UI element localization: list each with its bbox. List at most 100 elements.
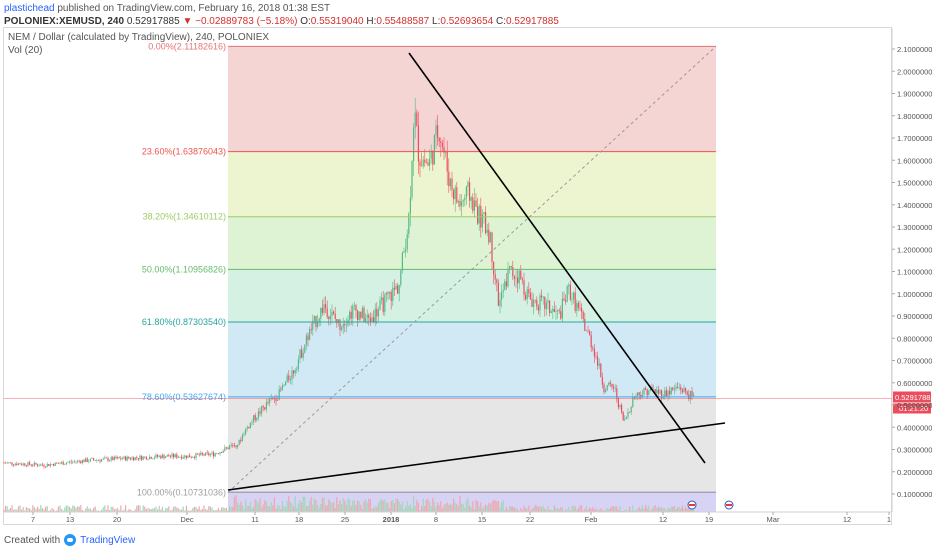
volume-bar <box>117 507 119 512</box>
event-icons <box>687 500 734 510</box>
candle-body <box>125 456 127 461</box>
volume-bar <box>390 500 392 512</box>
volume-bar <box>401 501 403 512</box>
volume-bar <box>198 506 200 512</box>
volume-bar <box>649 510 651 512</box>
volume-bar <box>205 509 207 512</box>
volume-bar <box>501 502 503 512</box>
volume-bar <box>19 505 21 512</box>
candle-body <box>637 392 639 396</box>
publish-date: February 16, 2018 01:38 EST <box>198 3 331 14</box>
candle-body <box>616 388 618 399</box>
candle-body <box>297 359 299 369</box>
candle-body <box>200 452 202 456</box>
candle-body <box>411 160 413 198</box>
tradingview-link[interactable]: TradingView <box>80 534 136 546</box>
candle-body <box>243 434 245 436</box>
candle-body <box>645 388 647 390</box>
volume-bar <box>3 509 5 512</box>
volume-bar <box>169 510 171 512</box>
candle-body <box>577 302 579 308</box>
candle-body <box>17 463 19 465</box>
candle-body <box>73 461 75 463</box>
candle-body <box>313 315 315 321</box>
volume-bar <box>142 505 144 512</box>
volume-bar <box>206 509 208 512</box>
candle-body <box>659 390 661 394</box>
volume-bar <box>437 502 439 512</box>
candle-body <box>205 452 207 456</box>
volume-bar <box>670 506 672 512</box>
candle-body <box>221 452 223 453</box>
candle-body <box>307 335 309 341</box>
volume-bar <box>430 505 432 512</box>
volume-bar <box>539 505 541 512</box>
volume-bar <box>83 510 85 512</box>
candle-body <box>416 112 418 126</box>
candle-body <box>609 382 611 385</box>
fib-level-label: 50.00%(1.10956826) <box>142 264 226 274</box>
volume-bar <box>197 509 199 512</box>
volume-bar <box>179 509 181 512</box>
volume-bar <box>577 507 579 512</box>
candle-body <box>38 465 40 467</box>
volume-bar <box>683 508 685 512</box>
fib-diagonal-line <box>227 45 717 493</box>
volume-bar <box>16 509 18 512</box>
volume-bar <box>456 504 458 512</box>
candle-body <box>173 453 175 458</box>
candle-body <box>128 456 130 459</box>
volume-bar <box>222 507 224 512</box>
candle-body <box>393 287 395 290</box>
close-value: 0.52917885 <box>506 16 559 27</box>
candle-body <box>277 399 279 401</box>
candle-body <box>275 398 277 401</box>
candle-body <box>549 300 551 313</box>
volume-bar <box>107 505 109 512</box>
candle-body <box>569 284 571 300</box>
candle-body <box>443 146 445 153</box>
candle-body <box>179 456 181 458</box>
volume-bar <box>54 510 56 512</box>
candle-body <box>465 186 467 198</box>
candle-body <box>539 295 541 311</box>
candle-body <box>75 461 77 463</box>
volume-bar <box>22 507 24 512</box>
candle-body <box>424 159 426 163</box>
open-value: 0.55319040 <box>310 16 364 27</box>
candle-body <box>598 363 600 366</box>
candle-body <box>214 453 216 457</box>
volume-bar <box>669 508 671 512</box>
volume-bar <box>62 510 64 512</box>
volume-bar <box>171 509 173 512</box>
volume-bar <box>59 505 61 512</box>
volume-bar <box>573 505 575 512</box>
candle-body <box>520 270 522 280</box>
candle-body <box>651 386 653 390</box>
candle-body <box>377 309 379 317</box>
volume-bar <box>240 501 242 512</box>
volume-bar <box>433 501 435 512</box>
volume-bar <box>352 500 354 512</box>
x-tick-label: 20 <box>113 515 121 524</box>
candle-body <box>104 457 106 459</box>
volume-bar <box>229 506 231 512</box>
volume-bar <box>339 500 341 512</box>
volume-bar <box>88 508 90 512</box>
volume-bar <box>561 507 563 512</box>
candle-body <box>590 335 592 348</box>
candle-body <box>43 465 45 467</box>
candle-body <box>398 284 400 294</box>
candle-body <box>456 187 458 203</box>
candle-body <box>169 456 171 458</box>
volume-bar <box>157 509 159 512</box>
x-tick-label: 11 <box>251 515 259 524</box>
author-link[interactable]: plastichead <box>4 3 55 14</box>
candle-body <box>289 379 291 381</box>
volume-bar <box>64 507 66 512</box>
volume-bar <box>301 502 303 512</box>
